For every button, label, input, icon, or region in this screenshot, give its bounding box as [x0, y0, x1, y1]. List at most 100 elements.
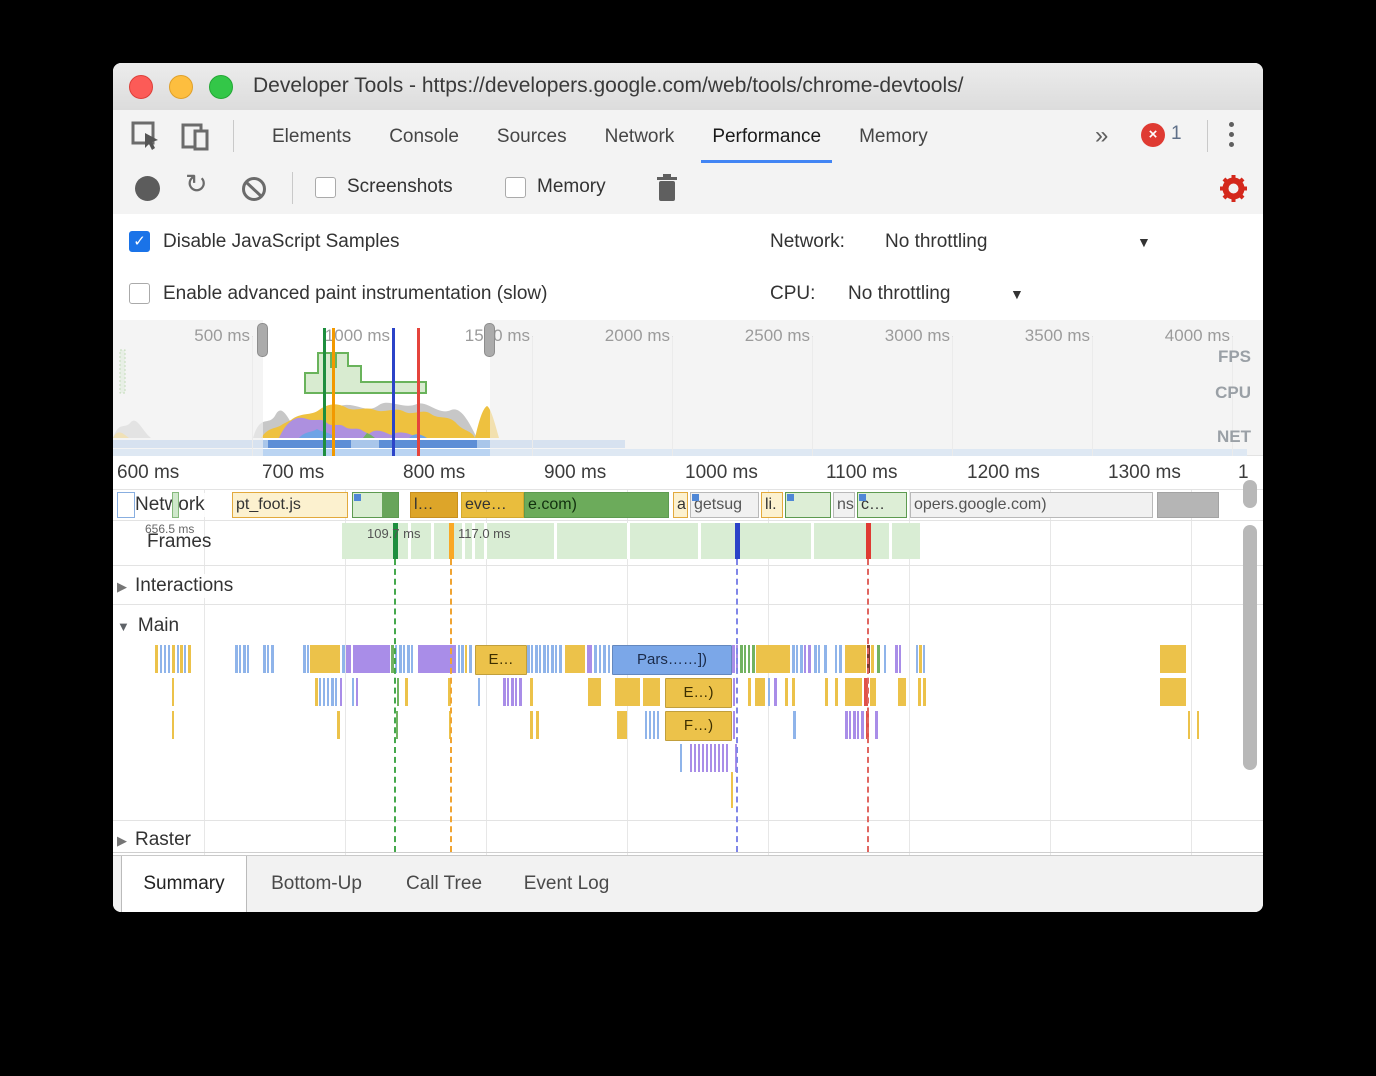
- flame-event[interactable]: [918, 678, 921, 706]
- flame-event[interactable]: [168, 645, 170, 673]
- flame-event[interactable]: Pars……]): [612, 645, 732, 675]
- flame-event[interactable]: [565, 645, 585, 673]
- minimize-window-button[interactable]: [169, 75, 193, 99]
- flame-event[interactable]: [680, 744, 682, 772]
- flame-event[interactable]: [180, 645, 183, 673]
- network-request-bar[interactable]: pt_foot.js: [232, 492, 348, 518]
- flame-event[interactable]: [515, 678, 517, 706]
- flame-event[interactable]: [335, 678, 337, 706]
- flame-event[interactable]: [818, 645, 820, 673]
- cpu-throttle-select[interactable]: No throttling: [848, 283, 951, 304]
- flame-event[interactable]: [465, 645, 467, 673]
- network-request-bar[interactable]: opers.google.com): [910, 492, 1153, 518]
- flame-event[interactable]: [792, 678, 795, 706]
- flame-event[interactable]: [774, 678, 777, 706]
- network-request-bar[interactable]: c…: [857, 492, 907, 518]
- devtools-menu-icon[interactable]: [1229, 122, 1235, 152]
- flame-event[interactable]: [895, 645, 898, 673]
- flame-event[interactable]: [853, 711, 856, 739]
- close-window-button[interactable]: [129, 75, 153, 99]
- flame-event[interactable]: [923, 678, 926, 706]
- flame-event[interactable]: [808, 645, 811, 673]
- flame-event[interactable]: [155, 645, 158, 673]
- flame-event[interactable]: [768, 678, 770, 706]
- flame-event[interactable]: [916, 645, 918, 673]
- tab-performance[interactable]: Performance: [693, 110, 840, 163]
- chevron-right-icon[interactable]: ▶: [117, 579, 127, 594]
- timeline-overview[interactable]: 500 ms 1000 ms 1500 ms 2000 ms 2500 ms 3000 m…: [113, 320, 1263, 456]
- network-throttle-arrow-icon[interactable]: ▼: [1137, 234, 1151, 250]
- flame-event[interactable]: [353, 645, 390, 673]
- flame-event[interactable]: [643, 678, 660, 706]
- details-tab-bottom-up[interactable]: Bottom-Up: [271, 873, 362, 894]
- flame-event[interactable]: [732, 645, 735, 673]
- flame-event[interactable]: [395, 645, 397, 673]
- flame-event[interactable]: [543, 645, 546, 673]
- network-request-bar[interactable]: [785, 492, 831, 518]
- flame-event[interactable]: [594, 645, 597, 673]
- flame-event[interactable]: [247, 645, 249, 673]
- flame-event[interactable]: [796, 645, 798, 673]
- tab-console[interactable]: Console: [389, 126, 459, 147]
- flame-event[interactable]: [698, 744, 700, 772]
- flame-event[interactable]: [845, 678, 862, 706]
- details-tab-call-tree[interactable]: Call Tree: [405, 873, 483, 894]
- flame-event[interactable]: [653, 711, 655, 739]
- network-request-bar[interactable]: l…: [410, 492, 458, 518]
- overview-handle-left[interactable]: [257, 323, 268, 357]
- flame-event[interactable]: [535, 645, 538, 673]
- flame-event[interactable]: [397, 678, 399, 706]
- reload-and-record-icon[interactable]: ↻: [185, 169, 208, 200]
- flame-event[interactable]: [785, 678, 788, 706]
- network-request-bar[interactable]: [117, 492, 135, 518]
- cpu-throttle-arrow-icon[interactable]: ▼: [1010, 286, 1024, 302]
- flame-event[interactable]: [405, 678, 408, 706]
- network-throttle-select[interactable]: No throttling: [885, 231, 988, 252]
- flame-event[interactable]: [733, 678, 735, 706]
- flame-event[interactable]: [804, 645, 806, 673]
- network-request-bar[interactable]: [172, 492, 179, 518]
- tab-sources[interactable]: Sources: [496, 126, 567, 147]
- flame-event[interactable]: [1160, 678, 1186, 706]
- flame-event[interactable]: [617, 711, 627, 739]
- flame-event[interactable]: [748, 645, 750, 673]
- flame-event[interactable]: [1188, 711, 1190, 739]
- flame-event[interactable]: [307, 645, 309, 673]
- flame-event[interactable]: [551, 645, 554, 673]
- flame-event[interactable]: E…): [665, 678, 732, 708]
- flame-event[interactable]: [824, 645, 827, 673]
- flame-event[interactable]: [793, 711, 796, 739]
- flame-event[interactable]: [714, 744, 716, 772]
- overview-handle-right[interactable]: [484, 323, 495, 357]
- flame-event[interactable]: [615, 678, 640, 706]
- flame-event[interactable]: [403, 645, 405, 673]
- flame-event[interactable]: [608, 645, 610, 673]
- flame-event[interactable]: [346, 645, 351, 673]
- flame-event[interactable]: [603, 645, 606, 673]
- network-request-bar[interactable]: getsug: [690, 492, 759, 518]
- flame-event[interactable]: [327, 678, 329, 706]
- frames-band[interactable]: [342, 523, 920, 559]
- flame-event[interactable]: [845, 645, 866, 673]
- flame-event[interactable]: [814, 645, 817, 673]
- track-raster[interactable]: ▶ Raster: [115, 828, 197, 852]
- flame-event[interactable]: [507, 678, 509, 706]
- network-request-bar[interactable]: [1157, 492, 1219, 518]
- tab-memory[interactable]: Memory: [859, 126, 928, 147]
- flame-event[interactable]: [861, 711, 864, 739]
- flame-event[interactable]: [527, 645, 530, 673]
- device-toolbar-icon[interactable]: [181, 121, 211, 151]
- network-request-bar[interactable]: ns: [833, 492, 855, 518]
- flame-event[interactable]: [690, 744, 692, 772]
- flame-event[interactable]: [870, 678, 876, 706]
- flame-event[interactable]: [849, 711, 851, 739]
- flame-event[interactable]: [411, 645, 413, 673]
- track-main[interactable]: ▼ Main: [115, 614, 186, 638]
- flame-event[interactable]: [555, 645, 557, 673]
- flame-event[interactable]: [657, 711, 659, 739]
- network-request-bar[interactable]: [352, 492, 399, 518]
- flame-event[interactable]: [864, 678, 868, 706]
- flame-event[interactable]: [310, 645, 340, 673]
- flame-event[interactable]: [263, 645, 266, 673]
- flame-event[interactable]: [530, 678, 533, 706]
